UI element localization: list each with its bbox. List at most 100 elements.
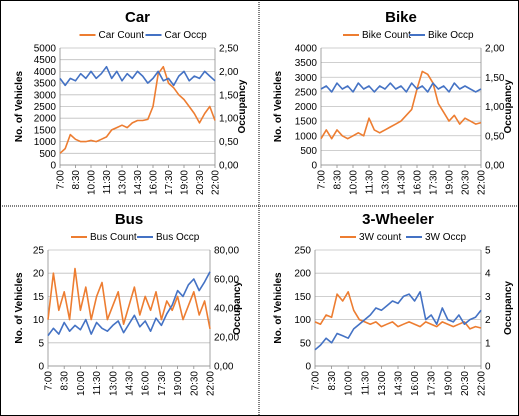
y-tick-label: 15: [33, 292, 45, 303]
x-tick-label: 11:30: [102, 170, 113, 195]
x-tick-label: 13:00: [381, 170, 392, 195]
legend-label: Bike Occp: [428, 30, 474, 41]
x-tick-label: 19:00: [443, 371, 454, 396]
y2-tick-label: 20,00: [214, 333, 239, 344]
x-tick-label: 19:00: [173, 371, 184, 396]
x-tick-label: 13:00: [118, 170, 129, 195]
x-tick-label: 10:00: [349, 170, 360, 195]
y-tick-label: 3000: [34, 90, 57, 101]
series-line-occupancy: [47, 271, 211, 337]
y-tick-label: 0: [38, 362, 44, 373]
y2-axis-title: Occupancy: [503, 79, 514, 133]
x-tick-label: 17:30: [164, 170, 175, 195]
x-tick-label: 14:30: [133, 170, 144, 195]
y-tick-label: 100: [294, 315, 311, 326]
y2-tick-label: 1: [485, 338, 491, 349]
x-tick-label: 10:00: [76, 371, 87, 396]
y-axis-title: No. of Vehicles: [273, 70, 284, 142]
series-line-count: [59, 65, 216, 154]
y-tick-label: 0: [50, 161, 56, 172]
x-tick-label: 7:00: [317, 170, 328, 190]
x-tick-label: 16:00: [410, 371, 421, 396]
y-tick-label: 3500: [34, 79, 57, 90]
legend-label: Bike Count: [362, 30, 411, 41]
y-tick-label: 1500: [295, 117, 318, 128]
y-axis-title: No. of Vehicles: [14, 70, 25, 142]
chart-panel-1: Car Car Count Car Occp 05001000150020002500…: [14, 9, 248, 195]
y-tick-label: 500: [39, 149, 56, 160]
y2-tick-label: 4: [485, 269, 491, 280]
x-tick-label: 22:00: [206, 371, 217, 396]
legend-label: 3W count: [359, 232, 401, 243]
x-tick-label: 7:00: [311, 371, 322, 391]
x-tick-label: 11:30: [92, 371, 103, 396]
y2-tick-label: 60,00: [214, 275, 239, 286]
series-line-count: [47, 267, 211, 330]
y-tick-label: 5: [38, 338, 44, 349]
x-tick-label: 20:30: [189, 371, 200, 396]
y-tick-label: 1000: [295, 131, 318, 142]
x-tick-label: 14:30: [394, 371, 405, 396]
y-axis-title: No. of Vehicles: [14, 272, 25, 344]
x-tick-label: 20:30: [460, 371, 471, 396]
y-tick-label: 500: [300, 146, 317, 157]
y-tick-label: 3000: [295, 73, 318, 84]
y2-tick-label: 1,00: [485, 102, 505, 113]
y2-tick-label: 0,00: [219, 161, 239, 172]
y-tick-label: 50: [300, 338, 312, 349]
y-tick-label: 20: [33, 269, 45, 280]
y-tick-label: 250: [294, 246, 311, 257]
y-tick-label: 150: [294, 292, 311, 303]
x-tick-label: 7:00: [56, 170, 67, 190]
x-tick-label: 7:00: [44, 371, 55, 391]
series-line-occupancy: [320, 82, 482, 93]
y2-tick-label: 1,00: [219, 114, 239, 125]
y2-tick-label: 2,00: [485, 44, 505, 55]
chart-panel-3: Bus Bus Count Bus Occp 0 5 10 15 20 25 0,00 20,00 4…: [14, 211, 243, 396]
x-tick-label: 10:00: [344, 371, 355, 396]
x-tick-label: 22:00: [211, 170, 222, 195]
y2-tick-label: 0,00: [214, 362, 234, 373]
y2-tick-label: 0,50: [485, 131, 505, 142]
chart-panel-2: Bike Bike Count Bike Occp 0 500 1000 1500 2000 2…: [273, 9, 514, 195]
y-tick-label: 0: [311, 161, 317, 172]
y2-tick-label: 80,00: [214, 246, 239, 257]
y2-tick-label: 3: [485, 292, 491, 303]
y2-tick-label: 2,50: [219, 44, 239, 55]
x-tick-label: 16:00: [413, 170, 424, 195]
x-tick-label: 17:30: [157, 371, 168, 396]
legend-label: 3W Occp: [425, 232, 467, 243]
x-tick-label: 10:00: [87, 170, 98, 195]
y2-tick-label: 5: [485, 246, 491, 257]
series-line-occupancy: [59, 65, 216, 87]
series-line-occupancy: [314, 291, 482, 351]
series-line-count: [314, 291, 482, 330]
x-tick-label: 8:30: [71, 170, 82, 190]
y-axis-title: No. of Vehicles: [273, 272, 284, 344]
y-tick-label: 25: [33, 246, 45, 257]
legend-label: Bus Occp: [156, 232, 200, 243]
y2-tick-label: 1,50: [219, 90, 239, 101]
y2-axis-title: Occupancy: [237, 79, 248, 133]
y2-tick-label: 2: [485, 315, 491, 326]
x-tick-label: 22:00: [477, 170, 488, 195]
x-tick-label: 11:30: [360, 371, 371, 396]
y-tick-label: 4000: [295, 44, 318, 55]
x-tick-label: 20:30: [461, 170, 472, 195]
y2-tick-label: 0,00: [485, 161, 505, 172]
y-tick-label: 2500: [34, 102, 57, 113]
y-tick-label: 4000: [34, 67, 57, 78]
y2-tick-label: 2,00: [219, 67, 239, 78]
y-tick-label: 5000: [34, 44, 57, 55]
x-tick-label: 22:00: [477, 371, 488, 396]
y2-axis-title: Occupancy: [503, 281, 514, 335]
x-tick-label: 16:00: [149, 170, 160, 195]
x-tick-label: 19:00: [180, 170, 191, 195]
y-tick-label: 1000: [34, 137, 57, 148]
series-line-count: [320, 70, 482, 140]
x-tick-label: 13:00: [377, 371, 388, 396]
y-tick-label: 10: [33, 315, 45, 326]
y-tick-label: 2000: [34, 114, 57, 125]
y2-tick-label: 1,50: [485, 73, 505, 84]
